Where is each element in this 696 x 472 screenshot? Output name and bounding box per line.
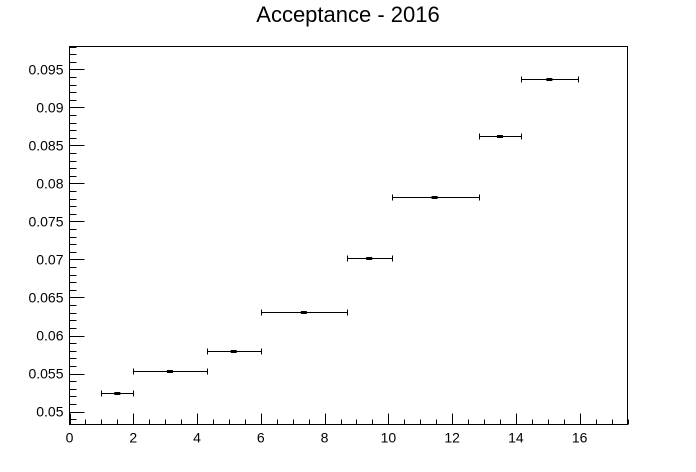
point-marker — [366, 257, 373, 260]
data-point — [521, 76, 579, 83]
x-axis: 0 2 4 6 8 10 12 14 16 — [66, 413, 629, 446]
point-marker — [496, 135, 503, 138]
x-tick-label: 2 — [129, 430, 137, 446]
data-point — [479, 133, 522, 140]
y-tick-label: 0.07 — [36, 251, 63, 267]
y-tick-label: 0.085 — [28, 137, 63, 153]
point-marker — [431, 196, 438, 199]
y-tick-label: 0.075 — [28, 213, 63, 229]
x-tick-label: 6 — [257, 430, 265, 446]
point-marker — [114, 392, 121, 395]
y-tick-label: 0.055 — [28, 366, 63, 382]
y-tick-label: 0.06 — [36, 328, 63, 344]
y-tick-label: 0.065 — [28, 289, 63, 305]
plot-frame — [69, 46, 628, 425]
y-tick-label: 0.05 — [36, 404, 63, 420]
point-marker — [166, 370, 173, 373]
point-marker — [300, 311, 307, 314]
point-marker — [546, 78, 553, 81]
data-point — [392, 194, 480, 201]
x-tick-label: 16 — [572, 430, 588, 446]
data-point — [261, 309, 348, 316]
chart-title: Acceptance - 2016 — [256, 2, 439, 27]
x-tick-label: 12 — [444, 430, 460, 446]
data-point — [207, 348, 262, 355]
data-point — [347, 255, 393, 262]
x-tick-label: 0 — [66, 430, 74, 446]
data-point — [101, 390, 134, 397]
y-axis: 0.05 0.055 0.06 0.065 0.07 0.075 0.08 0.085 0.09… — [28, 47, 85, 420]
point-marker — [230, 350, 237, 353]
x-tick-label: 8 — [321, 430, 329, 446]
data-point — [133, 368, 208, 375]
data-series — [101, 76, 579, 397]
x-tick-label: 4 — [193, 430, 201, 446]
x-tick-label: 10 — [381, 430, 397, 446]
x-tick-label: 14 — [508, 430, 524, 446]
y-tick-label: 0.095 — [28, 61, 63, 77]
y-tick-label: 0.09 — [36, 99, 63, 115]
y-tick-label: 0.08 — [36, 175, 63, 191]
